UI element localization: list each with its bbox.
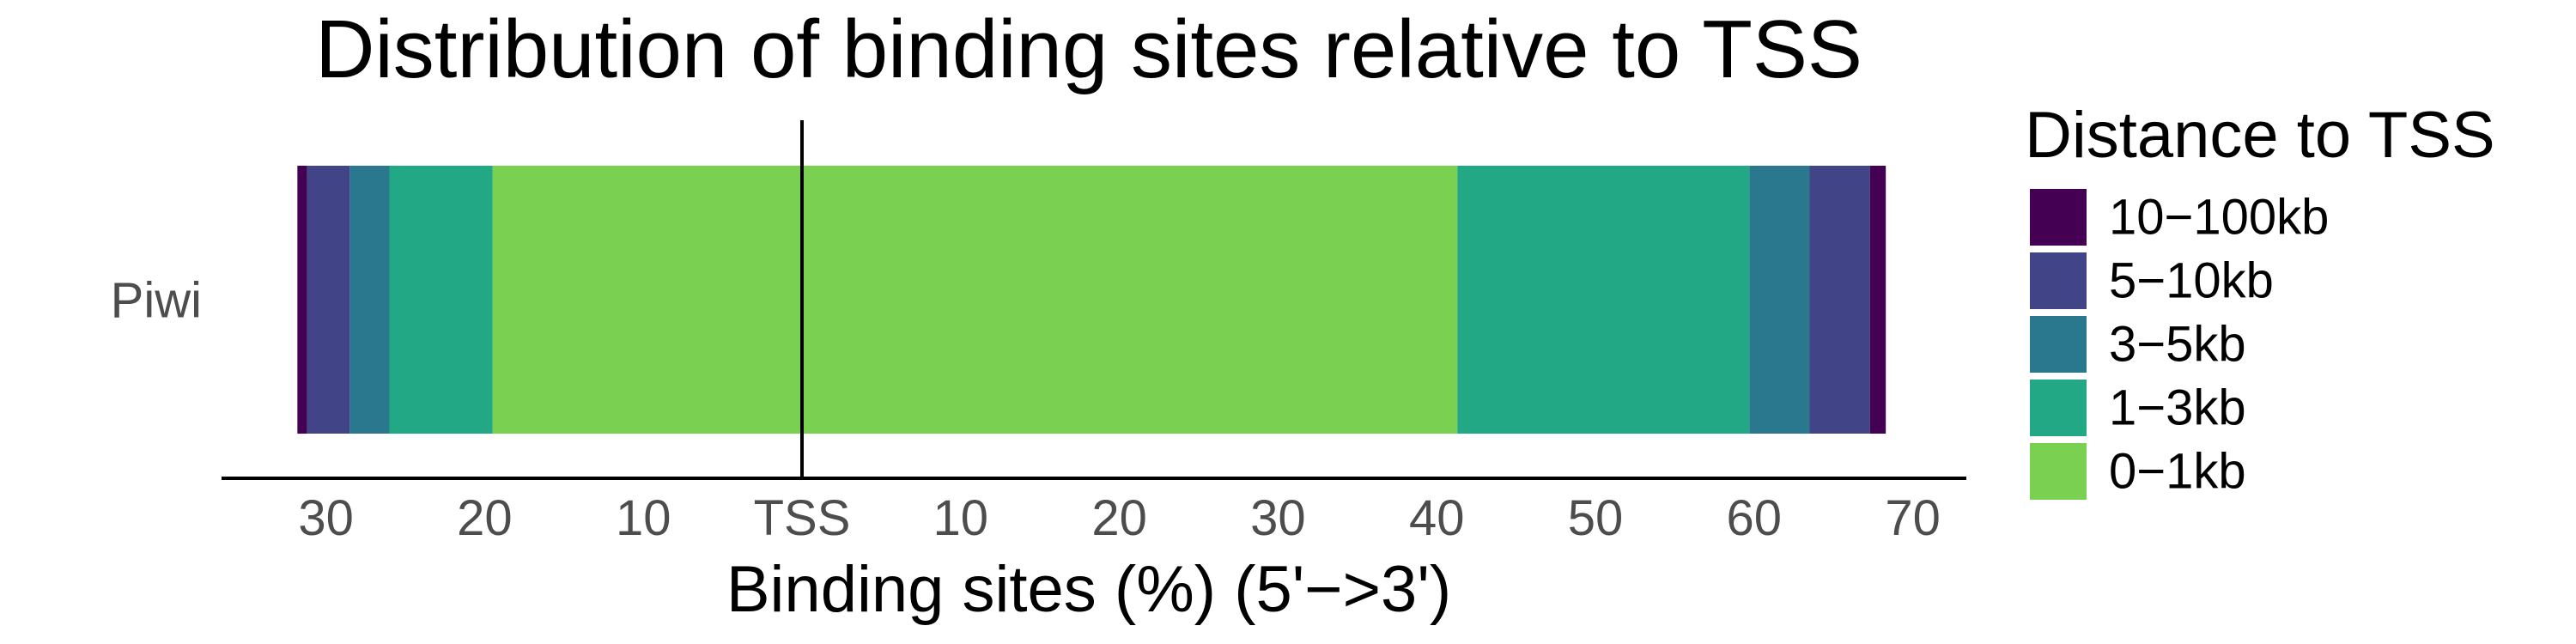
legend-title: Distance to TSS [2025,99,2495,172]
chart-title: Distribution of binding sites relative t… [315,3,1862,95]
bar-segment-upstream-0-1kb [492,166,802,434]
bar-segment-upstream-3-5kb [349,166,390,434]
bar-segment-downstream-1-3kb [1457,166,1750,434]
legend-swatch-10-100kb [2030,189,2087,246]
x-tick-label: 40 [1409,490,1465,546]
x-tick-label: 20 [1091,490,1147,546]
legend-swatch-5-10kb [2030,252,2087,309]
category-label: Piwi [111,273,202,329]
bar-segment-upstream-10-100kb [297,166,307,434]
legend-label-10-100kb: 10−100kb [2109,190,2329,246]
bar-segment-upstream-1-3kb [389,166,493,434]
bar-segment-upstream-5-10kb [307,166,350,434]
x-tick-label: 30 [1250,490,1306,546]
legend-label-1-3kb: 1−3kb [2109,380,2246,436]
x-tick-label: 10 [616,490,671,546]
legend-label-3-5kb: 3−5kb [2109,317,2246,373]
legend: Distance to TSS 10−100kb 5−10kb 3−5kb 1−3kb… [2025,99,2495,500]
legend-label-0-1kb: 0−1kb [2109,444,2246,500]
bar-segment-downstream-5-10kb [1809,166,1870,434]
legend-swatch-3-5kb [2030,316,2087,373]
x-tick-label: 10 [933,490,989,546]
x-tick-label: 50 [1568,490,1624,546]
x-tick-label: 30 [298,490,354,546]
legend-label-5-10kb: 5−10kb [2109,253,2274,309]
plot-area: Piwi 30 20 10 TSS 10 20 30 40 50 60 70 [111,120,1966,546]
bar-segment-downstream-0-1kb [802,166,1458,434]
x-tick-label: 60 [1727,490,1783,546]
x-tick-label: 20 [457,490,513,546]
legend-swatch-0-1kb [2030,443,2087,500]
legend-swatch-1-3kb [2030,380,2087,436]
x-tick-label: TSS [754,490,851,546]
x-tick-label: 70 [1885,490,1941,546]
x-axis-title: Binding sites (%) (5'−>3') [726,553,1451,626]
bar-segment-downstream-10-100kb [1869,166,1886,434]
bar-segment-downstream-3-5kb [1749,166,1810,434]
